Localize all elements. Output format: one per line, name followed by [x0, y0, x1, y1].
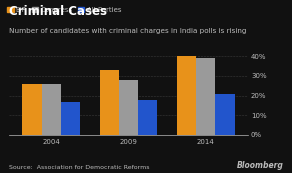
- Bar: [177, 56, 196, 135]
- Bar: [215, 94, 235, 135]
- Bar: [41, 84, 61, 135]
- Text: Source:  Association for Democratic Reforms: Source: Association for Democratic Refor…: [9, 165, 149, 170]
- Bar: [22, 84, 41, 135]
- Legend: BJP, Congress, All Parties: BJP, Congress, All Parties: [7, 7, 121, 13]
- Bar: [119, 80, 138, 135]
- Text: Bloomberg: Bloomberg: [236, 161, 283, 170]
- Text: Criminal Cases: Criminal Cases: [9, 5, 107, 18]
- Text: Number of candidates with criminal charges in India polls is rising: Number of candidates with criminal charg…: [9, 28, 246, 34]
- Bar: [138, 99, 157, 135]
- Bar: [196, 58, 215, 135]
- Bar: [100, 70, 119, 135]
- Bar: [61, 102, 80, 135]
